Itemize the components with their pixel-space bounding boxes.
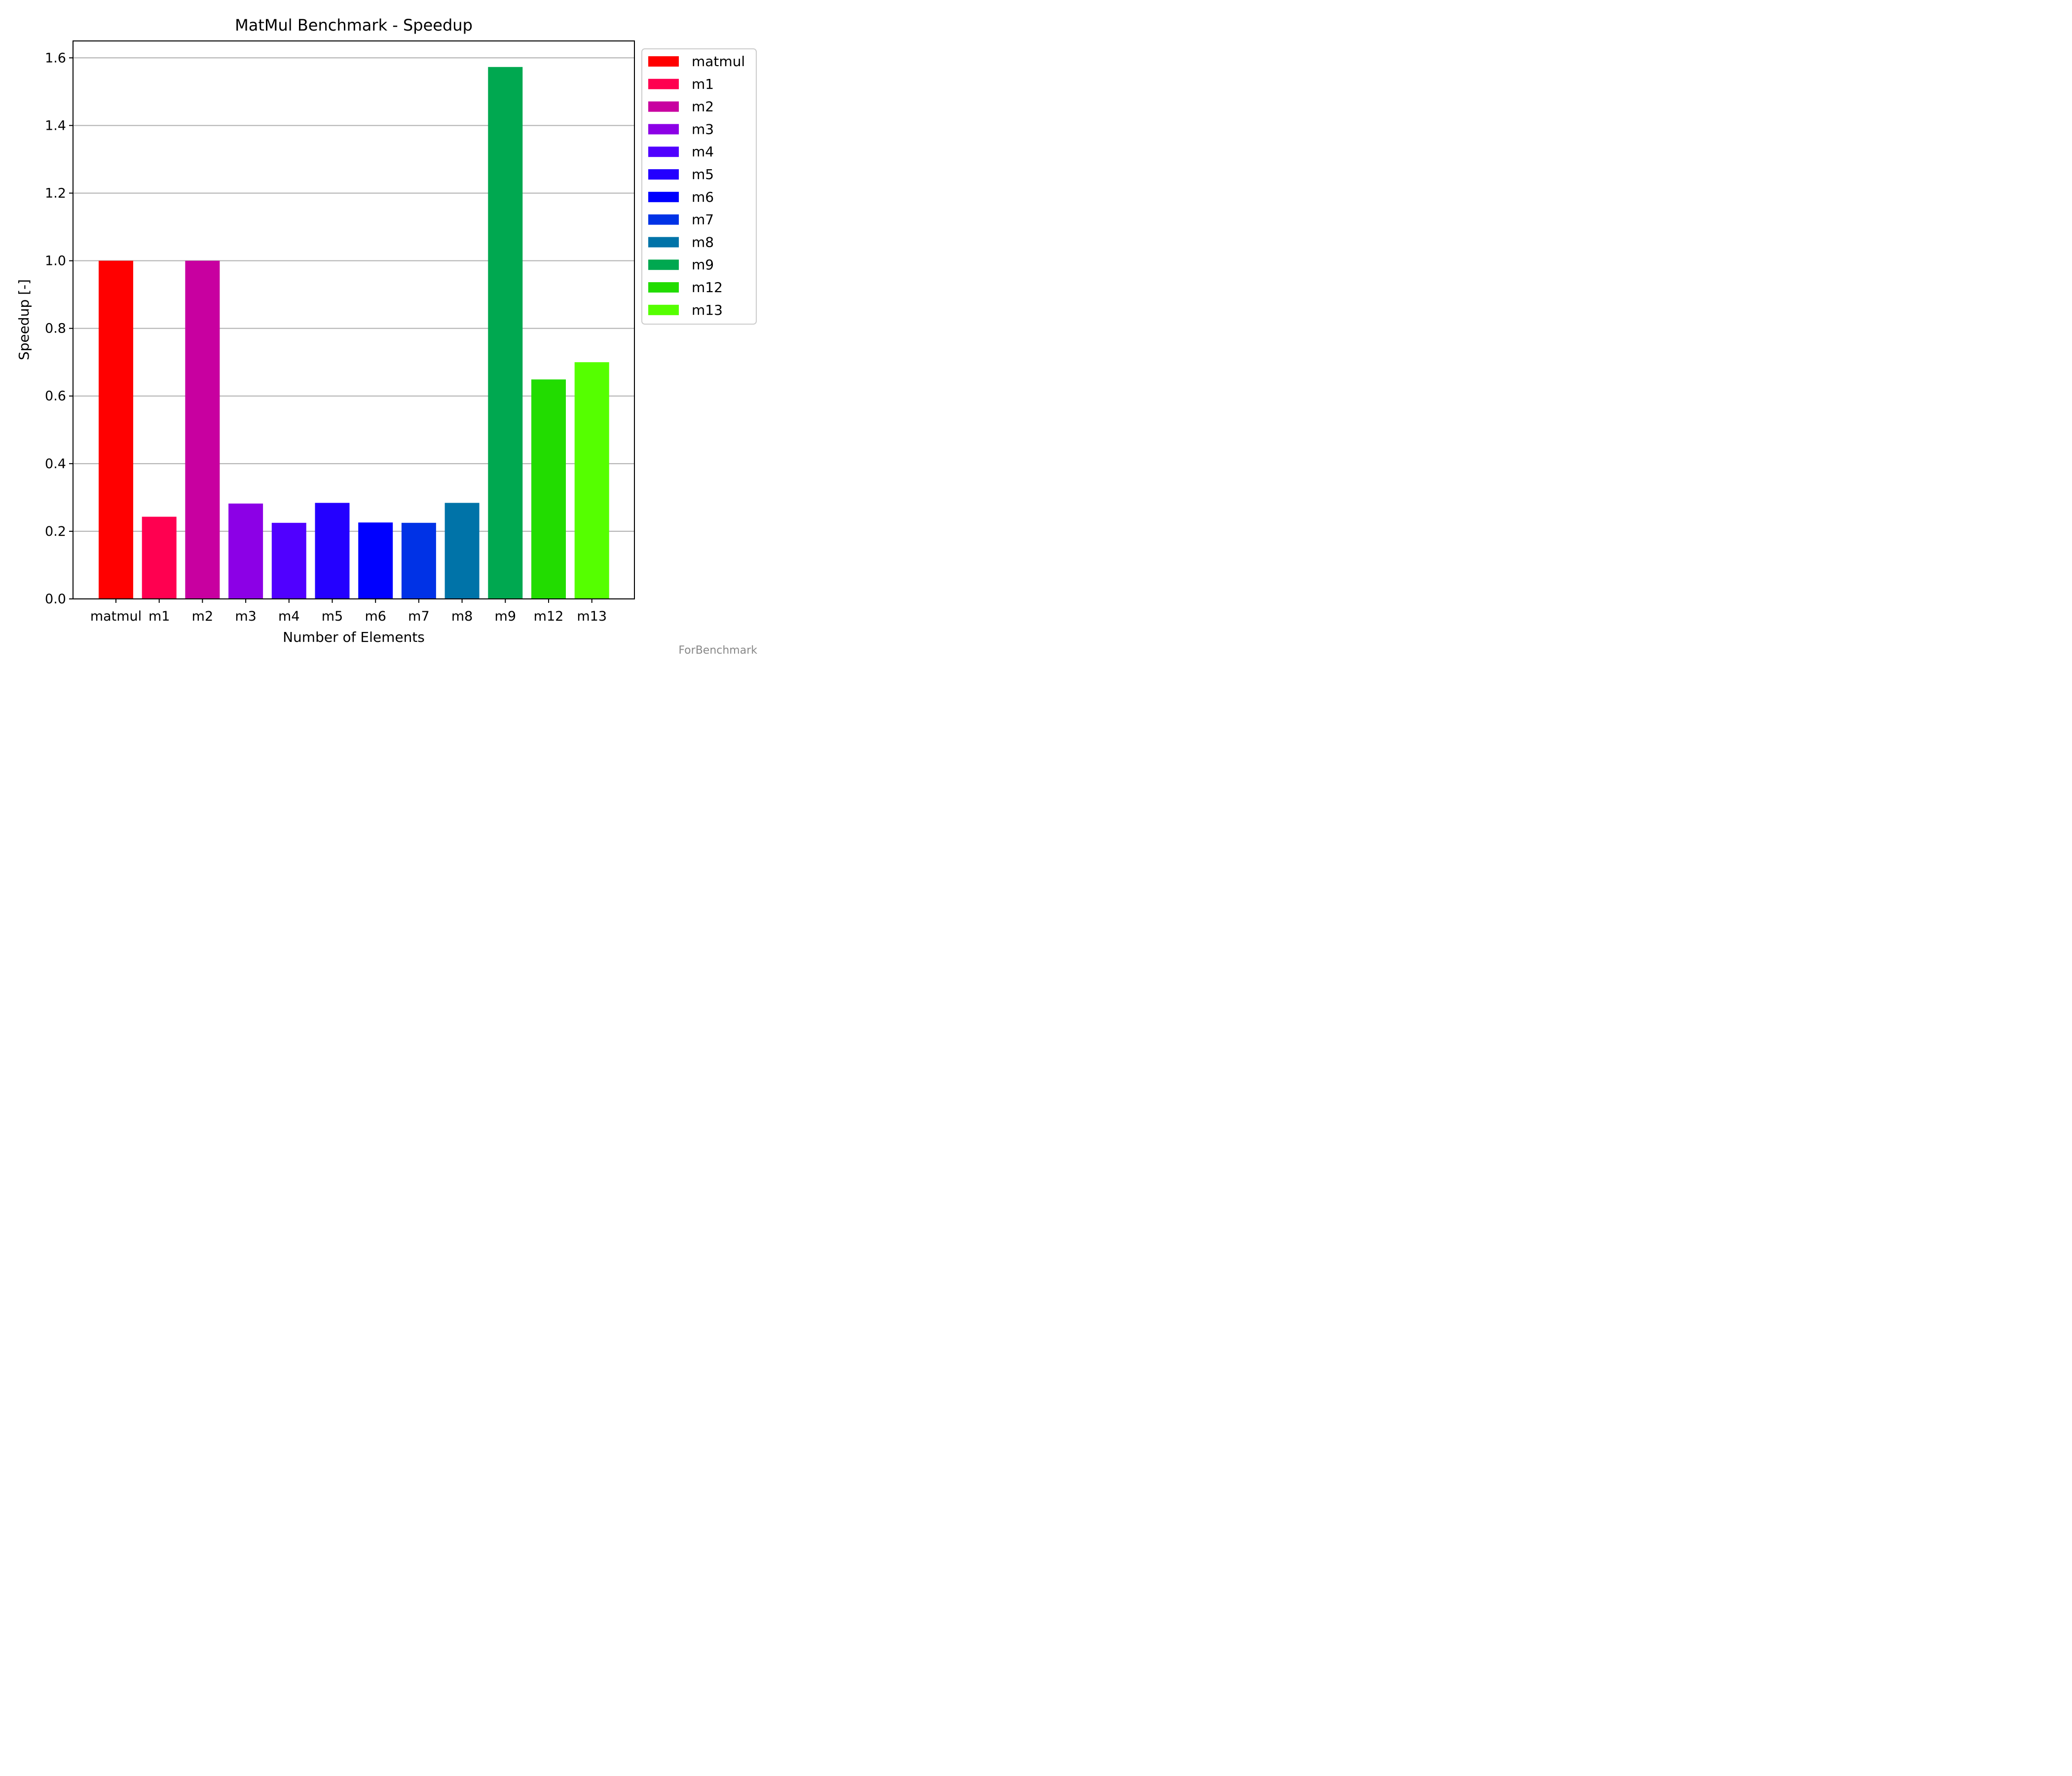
legend-label-m9: m9 — [692, 257, 714, 273]
bar-m7 — [401, 522, 436, 599]
legend-swatch-m9 — [648, 259, 679, 270]
legend-swatch-m12 — [648, 282, 679, 293]
legend-label-m4: m4 — [692, 144, 714, 160]
x-tick-label: m4 — [278, 609, 299, 624]
y-axis-label: Speedup [-] — [16, 279, 32, 360]
bar-m5 — [315, 503, 350, 599]
bar-m4 — [271, 522, 306, 599]
legend-swatch-m7 — [648, 214, 679, 225]
bar-m8 — [444, 503, 480, 599]
bar-m2 — [185, 260, 220, 599]
x-tick-label: matmul — [90, 609, 142, 624]
legend-label-m3: m3 — [692, 121, 714, 137]
x-tick-label: m2 — [192, 609, 213, 624]
legend-label-m6: m6 — [692, 189, 714, 205]
bar-m6 — [358, 522, 393, 599]
legend-swatch-m8 — [648, 237, 679, 248]
y-axis: 0.0 0.2 0.4 0.6 0.8 1.0 1.2 1.4 1.6 — [45, 50, 73, 607]
legend-swatch-m2 — [648, 101, 679, 112]
x-tick-label: m3 — [235, 609, 256, 624]
x-tick-label: m6 — [365, 609, 386, 624]
x-tick-label: m8 — [451, 609, 473, 624]
legend: matmul m1 m2 m3 m4 m5 m6 m7 m8 m9 m12 m13 — [641, 48, 757, 325]
legend-swatch-m1 — [648, 78, 679, 89]
legend-label-matmul: matmul — [692, 53, 745, 70]
x-tick-label: m7 — [408, 609, 429, 624]
legend-swatch-matmul — [648, 56, 679, 67]
legend-swatch-m6 — [648, 191, 679, 202]
x-axis-label: Number of Elements — [283, 629, 425, 645]
x-tick-label: m9 — [495, 609, 516, 624]
legend-swatch-m5 — [648, 169, 679, 180]
legend-label-m8: m8 — [692, 234, 714, 250]
y-tick-label: 0.8 — [45, 321, 66, 336]
bar-m12 — [531, 379, 566, 599]
legend-swatch-m3 — [648, 124, 679, 135]
legend-label-m13: m13 — [692, 302, 723, 318]
bar-m13 — [574, 362, 609, 599]
legend-label-m5: m5 — [692, 166, 714, 183]
bar-m9 — [488, 67, 523, 599]
bars — [99, 67, 609, 599]
bar-m3 — [228, 503, 263, 599]
legend-label-m2: m2 — [692, 99, 714, 115]
y-tick-label: 1.4 — [45, 118, 66, 133]
legend-swatch-m4 — [648, 147, 679, 157]
y-tick-label: 0.2 — [45, 524, 66, 539]
bar-m1 — [142, 517, 177, 599]
y-tick-label: 0.0 — [45, 592, 66, 607]
y-tick-label: 1.2 — [45, 185, 66, 201]
gridlines — [73, 57, 634, 532]
y-tick-label: 0.6 — [45, 389, 66, 404]
watermark: ForBenchmark — [678, 644, 757, 657]
y-tick-label: 1.0 — [45, 254, 66, 269]
legend-swatch-m13 — [648, 304, 679, 315]
legend-frame — [641, 48, 757, 325]
x-tick-label: m5 — [322, 609, 343, 624]
y-tick-label: 1.6 — [45, 50, 66, 66]
x-tick-label: m12 — [534, 609, 564, 624]
legend-label-m7: m7 — [692, 212, 714, 228]
legend-label-m12: m12 — [692, 279, 723, 296]
y-tick-label: 0.4 — [45, 456, 66, 472]
bar-matmul — [99, 260, 133, 599]
speedup-bar-chart: 0.0 0.2 0.4 0.6 0.8 1.0 1.2 1.4 1.6 matmul m1 m2 m3… — [16, 16, 757, 657]
x-tick-label: m1 — [148, 609, 170, 624]
x-axis: matmul m1 m2 m3 m4 m5 m6 m7 m8 m9 m12 m13 — [90, 599, 607, 624]
plot-frame — [73, 40, 635, 599]
legend-label-m1: m1 — [692, 76, 714, 92]
chart-title: MatMul Benchmark - Speedup — [235, 16, 473, 35]
x-tick-label: m13 — [577, 609, 607, 624]
